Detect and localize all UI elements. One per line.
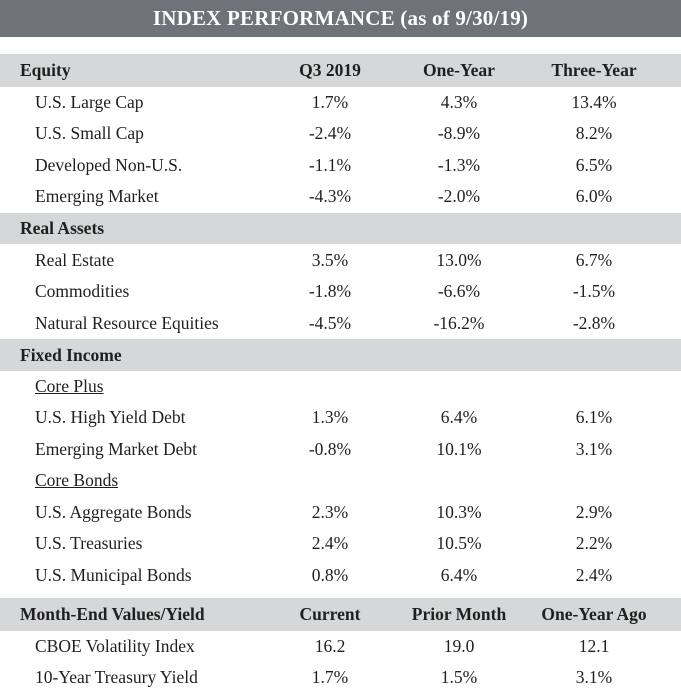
row-label: U.S. Large Cap <box>35 92 144 112</box>
cell-value: 0.8% <box>311 564 349 585</box>
subheading-core-bonds: Core Bonds <box>35 470 119 490</box>
column-header-q3-2019: Q3 2019 <box>299 60 361 80</box>
table-row: CBOE Volatility Index 16.2 19.0 12.1 <box>0 631 681 662</box>
cell-value: 13.0% <box>436 249 482 270</box>
section-label: Fixed Income <box>20 344 122 365</box>
row-label: 10-Year Treasury Yield <box>35 667 198 687</box>
row-label: U.S. Treasuries <box>35 533 143 553</box>
table-row: Emerging Market Debt -0.8% 10.1% 3.1% <box>0 433 681 465</box>
cell-value: 6.4% <box>440 407 478 427</box>
column-header-one-year: One-Year <box>423 60 495 80</box>
row-label: CBOE Volatility Index <box>35 636 195 656</box>
row-label: Natural Resource Equities <box>35 312 219 333</box>
cell-value: 13.4% <box>571 92 617 112</box>
section-header-equity: Equity Q3 2019 One-Year Three-Year <box>0 54 681 87</box>
cell-value: 16.2 <box>314 636 346 656</box>
cell-value: 2.4% <box>311 533 349 553</box>
column-header-current: Current <box>299 604 361 624</box>
table-row: U.S. Small Cap -2.4% -8.9% 8.2% <box>0 118 681 149</box>
row-label: Real Estate <box>35 249 115 270</box>
row-label: Commodities <box>35 281 130 301</box>
cell-value: -8.9% <box>437 123 481 143</box>
table-row: Natural Resource Equities -4.5% -16.2% -… <box>0 307 681 339</box>
table-row: U.S. Municipal Bonds 0.8% 6.4% 2.4% <box>0 559 681 591</box>
cell-value: -1.3% <box>437 155 481 175</box>
cell-value: 1.7% <box>311 92 349 112</box>
cell-value: 6.0% <box>575 186 613 206</box>
section-header-fixed-income: Fixed Income <box>0 339 681 371</box>
table-row: Real Estate 3.5% 13.0% 6.7% <box>0 244 681 276</box>
cell-value: -4.5% <box>308 312 352 333</box>
cell-value: 12.1 <box>578 636 610 656</box>
cell-value: 3.1% <box>575 438 613 459</box>
cell-value: 2.9% <box>575 501 613 522</box>
column-header-prior-month: Prior Month <box>411 604 507 624</box>
cell-value: -16.2% <box>433 312 485 333</box>
cell-value: 19.0 <box>443 636 475 656</box>
row-label: Developed Non-U.S. <box>35 155 183 175</box>
column-header-three-year: Three-Year <box>551 60 637 80</box>
cell-value: 6.5% <box>575 155 613 175</box>
table-row: 10-Year Treasury Yield 1.7% 1.5% 3.1% <box>0 662 681 693</box>
page-title: INDEX PERFORMANCE (as of 9/30/19) <box>0 0 681 37</box>
cell-value: -1.1% <box>308 155 352 175</box>
row-label: U.S. Small Cap <box>35 123 144 143</box>
cell-value: 2.3% <box>311 501 349 522</box>
cell-value: -2.4% <box>308 123 352 143</box>
section-label: Real Assets <box>20 218 105 238</box>
subheading-row: Core Plus <box>0 371 681 402</box>
cell-value: 10.1% <box>436 438 482 459</box>
section-label: Equity <box>20 60 71 80</box>
cell-value: 6.4% <box>440 564 478 585</box>
cell-value: 1.5% <box>440 667 478 687</box>
section-header-real-assets: Real Assets <box>0 213 681 244</box>
section-header-month-end: Month-End Values/Yield Current Prior Mon… <box>0 598 681 631</box>
cell-value: 2.4% <box>575 564 613 585</box>
cell-value: 3.5% <box>311 249 349 270</box>
section-label: Month-End Values/Yield <box>20 604 205 624</box>
cell-value: -1.5% <box>572 281 616 301</box>
table-row: Emerging Market -4.3% -2.0% 6.0% <box>0 181 681 212</box>
table-row: U.S. High Yield Debt 1.3% 6.4% 6.1% <box>0 402 681 433</box>
cell-value: 6.7% <box>575 249 613 270</box>
table-row: U.S. Aggregate Bonds 2.3% 10.3% 2.9% <box>0 496 681 528</box>
cell-value: -2.0% <box>437 186 481 206</box>
row-label: U.S. Municipal Bonds <box>35 564 192 585</box>
subheading-row: Core Bonds <box>0 465 681 496</box>
cell-value: 10.3% <box>436 501 482 522</box>
cell-value: 6.1% <box>575 407 613 427</box>
table-row: Developed Non-U.S. -1.1% -1.3% 6.5% <box>0 150 681 181</box>
cell-value: -2.8% <box>572 312 616 333</box>
row-label: U.S. Aggregate Bonds <box>35 501 192 522</box>
column-header-one-year-ago: One-Year Ago <box>541 604 647 624</box>
row-label: Emerging Market <box>35 186 159 206</box>
row-label: U.S. High Yield Debt <box>35 407 186 427</box>
table-row: U.S. Treasuries 2.4% 10.5% 2.2% <box>0 528 681 559</box>
cell-value: -0.8% <box>308 438 352 459</box>
row-label: Emerging Market Debt <box>35 438 197 459</box>
cell-value: -6.6% <box>437 281 481 301</box>
subheading-core-plus: Core Plus <box>35 376 104 396</box>
cell-value: 2.2% <box>575 533 613 553</box>
cell-value: -4.3% <box>308 186 352 206</box>
cell-value: 1.3% <box>311 407 349 427</box>
cell-value: 4.3% <box>440 92 478 112</box>
cell-value: 1.7% <box>311 667 349 687</box>
table-row: U.S. Large Cap 1.7% 4.3% 13.4% <box>0 87 681 118</box>
cell-value: 8.2% <box>575 123 613 143</box>
cell-value: 10.5% <box>436 533 482 553</box>
cell-value: -1.8% <box>308 281 352 301</box>
cell-value: 3.1% <box>575 667 613 687</box>
table-row: Commodities -1.8% -6.6% -1.5% <box>0 276 681 307</box>
